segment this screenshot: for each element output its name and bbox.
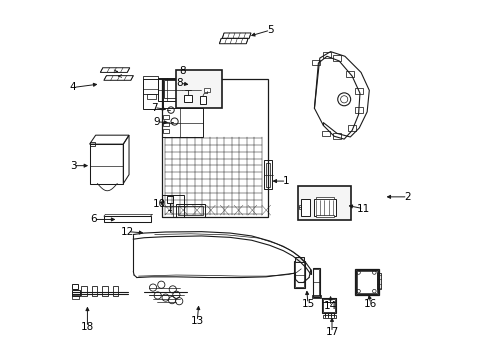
Bar — [158, 78, 182, 101]
Text: 15: 15 — [301, 299, 314, 309]
Text: 1: 1 — [283, 176, 289, 186]
Bar — [321, 131, 329, 136]
Bar — [184, 80, 198, 99]
Bar — [199, 96, 206, 104]
Bar — [92, 286, 97, 296]
Text: 18: 18 — [81, 322, 94, 332]
Bar — [163, 122, 169, 126]
Text: 17: 17 — [325, 327, 338, 337]
Bar — [312, 268, 319, 297]
Text: 12: 12 — [121, 227, 134, 237]
Bar — [176, 204, 204, 217]
Bar — [81, 286, 86, 296]
Bar — [323, 315, 335, 318]
Bar — [265, 163, 270, 187]
Bar — [72, 296, 79, 299]
Bar — [354, 88, 362, 94]
Bar — [356, 271, 376, 293]
Bar — [297, 186, 350, 220]
Bar — [294, 261, 304, 287]
Bar — [162, 195, 183, 217]
Bar — [104, 216, 150, 222]
Bar — [314, 199, 335, 216]
Bar — [354, 107, 362, 113]
Text: 14: 14 — [323, 301, 337, 311]
Bar — [72, 290, 80, 296]
Text: 11: 11 — [356, 204, 369, 214]
Bar — [322, 52, 330, 58]
Bar — [147, 94, 156, 99]
Text: 3: 3 — [70, 161, 76, 171]
Bar — [143, 78, 163, 109]
Bar — [175, 69, 222, 108]
Bar — [321, 298, 335, 313]
Bar — [354, 269, 379, 296]
Text: 2: 2 — [404, 192, 410, 202]
Bar — [301, 199, 309, 216]
Bar — [293, 261, 304, 288]
Bar — [322, 299, 334, 312]
Text: 13: 13 — [190, 316, 203, 326]
Text: 6: 6 — [90, 215, 97, 224]
Bar — [163, 80, 177, 98]
Bar — [294, 257, 304, 262]
Bar — [313, 269, 319, 296]
Bar — [347, 125, 355, 131]
Bar — [204, 88, 210, 92]
Bar — [182, 78, 201, 101]
Bar — [72, 284, 78, 289]
Bar — [162, 78, 267, 217]
Bar — [311, 59, 319, 65]
Bar — [163, 129, 169, 134]
Text: 7: 7 — [150, 103, 157, 113]
Bar — [311, 295, 320, 298]
Text: 8: 8 — [179, 66, 185, 76]
Bar — [178, 206, 202, 215]
Bar — [162, 108, 203, 137]
Text: 4: 4 — [70, 82, 76, 93]
Bar — [299, 205, 301, 210]
Bar — [333, 55, 341, 61]
Bar — [346, 71, 353, 77]
Text: 10: 10 — [153, 199, 166, 210]
Bar — [163, 115, 169, 119]
Bar — [89, 142, 95, 146]
Bar — [143, 76, 158, 94]
Bar — [184, 95, 192, 102]
Bar — [376, 273, 381, 289]
Bar — [264, 160, 271, 189]
Text: 5: 5 — [266, 25, 273, 35]
Bar — [356, 270, 377, 294]
Bar — [167, 196, 172, 203]
Text: 9: 9 — [153, 117, 160, 127]
Bar — [333, 134, 341, 139]
Bar — [112, 286, 118, 296]
Bar — [316, 197, 333, 199]
Text: 8: 8 — [176, 78, 183, 88]
Bar — [102, 286, 108, 296]
Bar — [316, 215, 333, 217]
Text: 16: 16 — [364, 299, 377, 309]
